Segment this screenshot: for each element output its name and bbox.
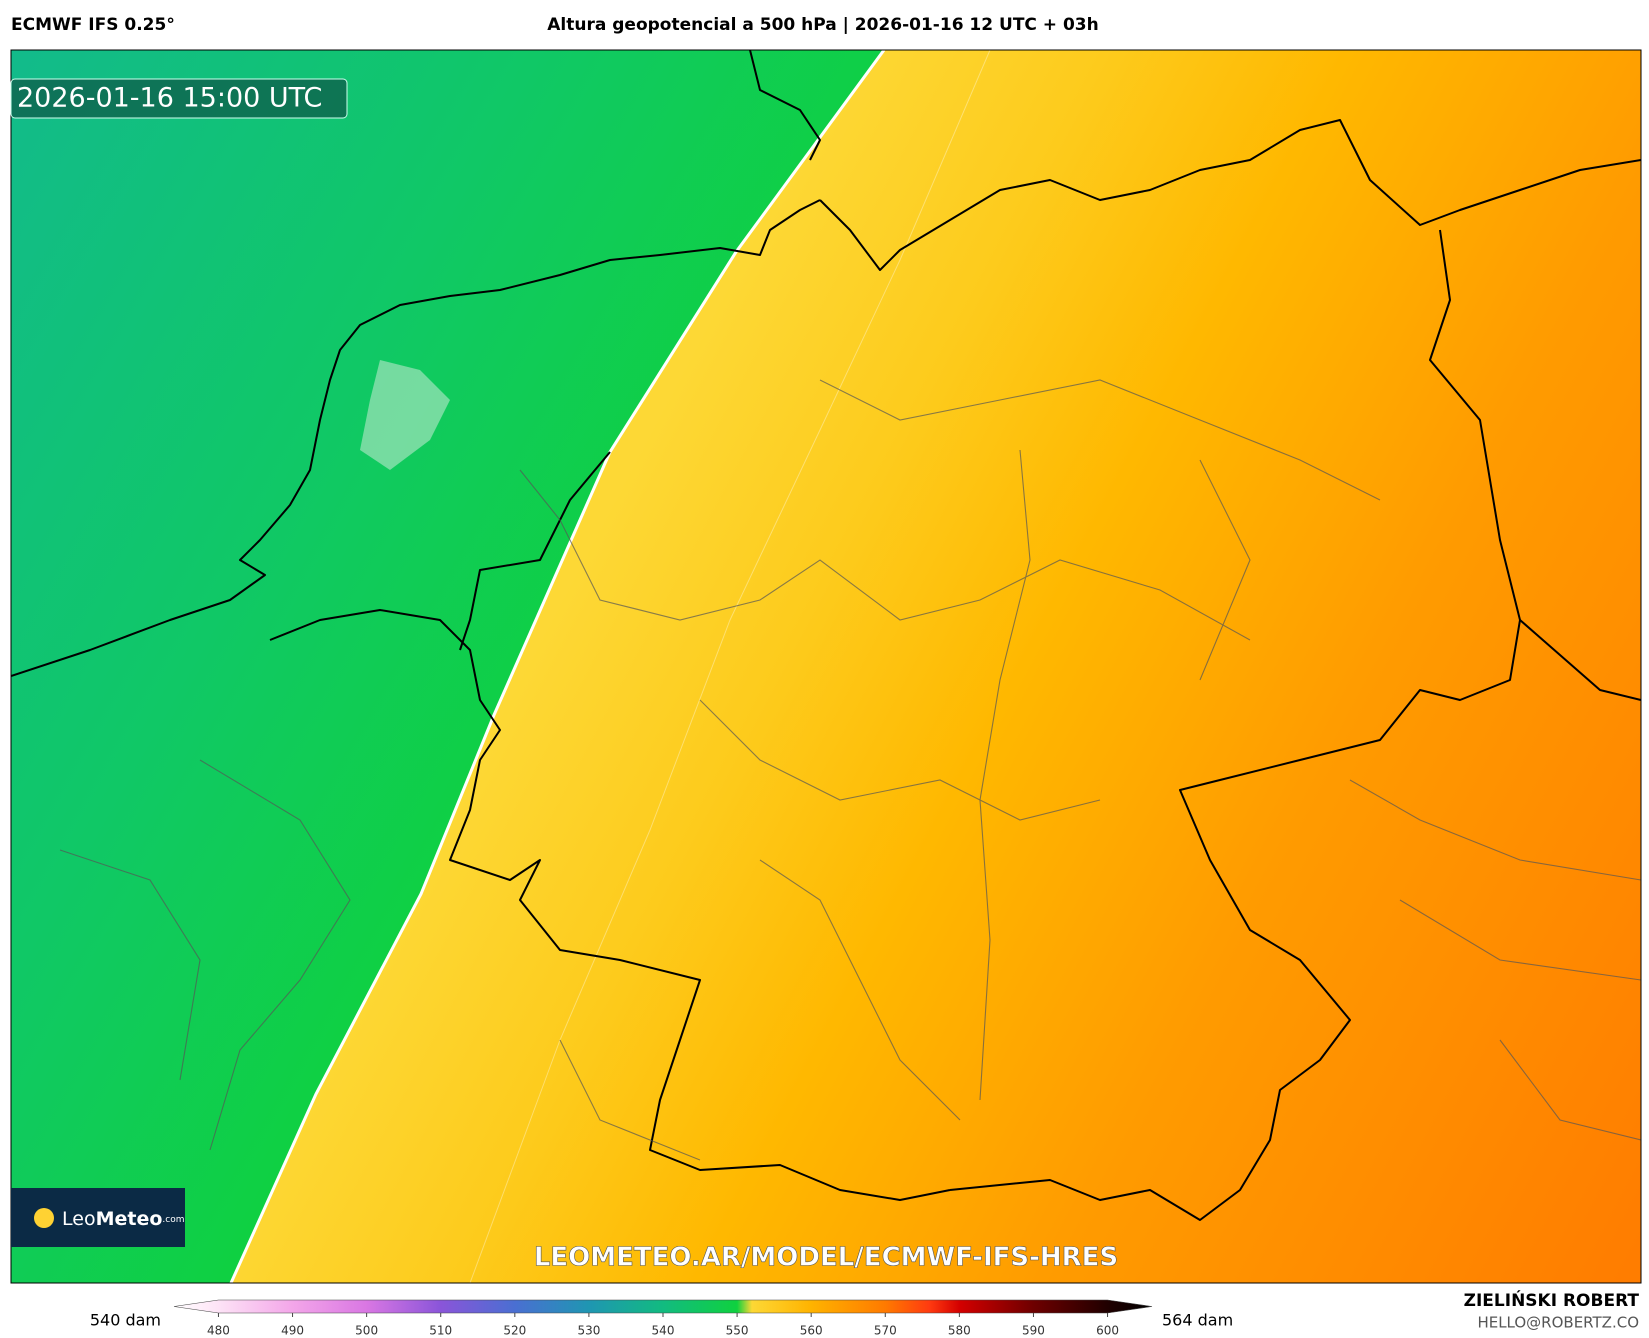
colorbar-tick-label: 480 (207, 1324, 230, 1338)
author: ZIELIŃSKI ROBERT (1464, 1289, 1640, 1311)
logo-meteo: Meteo (96, 1208, 163, 1230)
map (11, 50, 1641, 1283)
coastline (819, 119, 1641, 271)
colorbar-tick-label: 510 (429, 1324, 452, 1338)
colorbar-tick-label: 580 (948, 1324, 971, 1338)
colorbar-bar (173, 1299, 1153, 1314)
admin-border (59, 379, 1641, 1161)
coastline (749, 50, 821, 161)
colorbar: 540 dam 564 dam 480 490 500 510 520 530 540 550… (90, 1299, 1233, 1338)
colorbar-tick-label: 570 (874, 1324, 897, 1338)
logo-com: .com (162, 1215, 184, 1225)
border (949, 229, 1521, 1221)
watermark: LEOMETEO.AR/MODEL/ECMWF-IFS-HRES (534, 1243, 1118, 1273)
logo-leo: Leo (62, 1208, 96, 1230)
logo-sun (34, 1208, 54, 1228)
cool-field (11, 50, 884, 1283)
email: HELLO@ROBERTZ.CO (1477, 1314, 1639, 1332)
lake (360, 360, 450, 470)
colorbar-tick-label: 490 (281, 1324, 304, 1338)
colorbar-tick-label: 520 (503, 1324, 526, 1338)
border (269, 609, 951, 1201)
colorbar-tick-label: 560 (800, 1324, 823, 1338)
legend-min-label: 540 dam (90, 1311, 161, 1330)
coastline (11, 199, 821, 677)
border (459, 451, 611, 651)
border (1519, 619, 1641, 701)
map-frame (10, 49, 1642, 1284)
legend-max-label: 564 dam (1162, 1311, 1233, 1330)
timestamp: 2026-01-16 15:00 UTC (17, 83, 322, 114)
colorbar-tick-label: 550 (726, 1324, 749, 1338)
model-label: ECMWF IFS 0.25° (11, 15, 175, 35)
colorbar-tick-label: 600 (1096, 1324, 1119, 1338)
colorbar-tick-label: 540 (652, 1324, 675, 1338)
colorbar-tick-label: 590 (1022, 1324, 1045, 1338)
colorbar-tick-label: 530 (577, 1324, 600, 1338)
timestamp-box (10, 78, 348, 119)
colorbar-tick-label: 500 (355, 1324, 378, 1338)
map-title: Altura geopotencial a 500 hPa | 2026-01-… (547, 15, 1098, 35)
logo-text: LeoMeteo.com (62, 1208, 185, 1230)
contour (229, 50, 886, 1283)
